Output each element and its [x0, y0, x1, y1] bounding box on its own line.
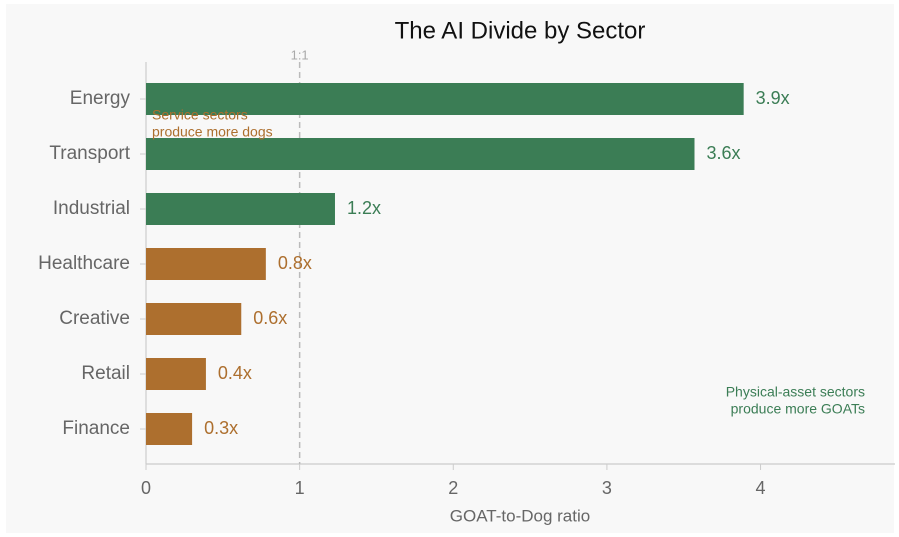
x-tick-label: 1 — [295, 478, 305, 498]
y-tick-label: Finance — [62, 418, 130, 439]
x-tick-label: 2 — [448, 478, 458, 498]
annotation: produce more dogs — [152, 124, 273, 140]
annotation: Physical-asset sectors — [726, 384, 865, 400]
value-label: 0.4x — [218, 363, 252, 383]
value-label: 3.6x — [706, 143, 740, 163]
y-tick-label: Energy — [70, 88, 131, 109]
x-axis-label: GOAT-to-Dog ratio — [450, 506, 590, 525]
y-tick-label: Creative — [59, 308, 130, 329]
y-tick-label: Industrial — [53, 198, 130, 219]
y-tick-label: Transport — [49, 143, 130, 164]
value-label: 0.8x — [278, 253, 312, 273]
bar — [146, 138, 695, 170]
bar — [146, 303, 242, 335]
value-label: 0.6x — [253, 308, 287, 328]
bar — [146, 193, 335, 225]
y-tick-label: Retail — [81, 363, 130, 384]
bar — [146, 83, 744, 115]
value-label: 1.2x — [347, 198, 381, 218]
reference-label: 1:1 — [291, 47, 309, 62]
value-label: 3.9x — [756, 88, 790, 108]
annotation: produce more GOATs — [731, 401, 865, 417]
bar — [146, 413, 193, 445]
chart-title: The AI Divide by Sector — [395, 17, 646, 44]
bar — [146, 248, 266, 280]
x-tick-label: 3 — [602, 478, 612, 498]
bar — [146, 358, 206, 390]
x-tick-label: 0 — [141, 478, 151, 498]
value-label: 0.3x — [204, 418, 238, 438]
annotation: Service sectors — [152, 107, 248, 123]
y-tick-label: Healthcare — [38, 253, 130, 274]
x-tick-label: 4 — [756, 478, 766, 498]
